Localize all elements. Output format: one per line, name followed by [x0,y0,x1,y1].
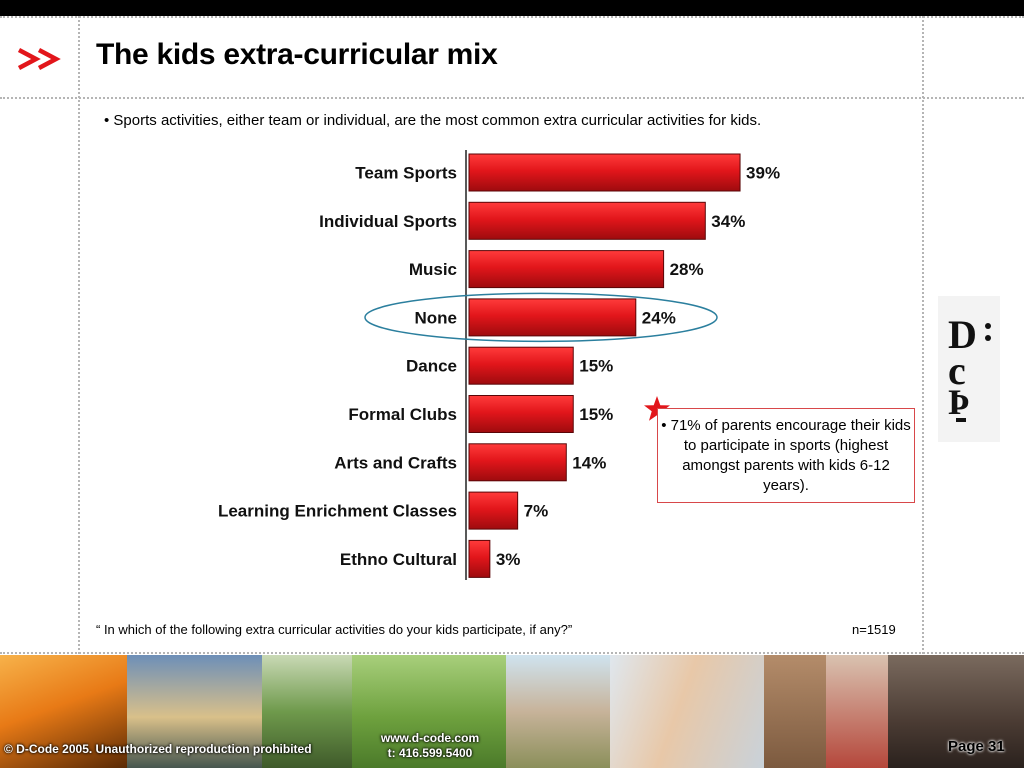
svg-text:c: c [948,348,966,393]
value-label-individual-sports: 34% [711,212,745,231]
value-label-formal-clubs: 15% [579,405,613,424]
category-label-none: None [415,308,458,327]
footer-phone: t: 416.599.5400 [387,746,473,760]
svg-text:Þ: Þ [948,382,970,422]
photo-park-path [262,655,352,768]
photo-family-house [506,655,610,768]
footer-copyright: © D-Code 2005. Unauthorized reproduction… [4,742,312,756]
right-rule [922,16,924,654]
header-top-rule [0,16,1024,18]
photo-sunset-parent-child [0,655,127,768]
category-label-dance: Dance [406,357,457,376]
sample-size: n=1519 [852,622,896,637]
top-bar [0,0,1024,16]
page-number: Page 31 [948,738,1005,755]
photo-strip [0,655,1024,768]
bar-team-sports [468,153,741,192]
bar-music [468,250,665,289]
footer-website[interactable]: www.d-code.com [380,731,480,745]
category-label-learning-enrichment-classes: Learning Enrichment Classes [218,502,457,521]
double-chevron-right-icon [17,48,61,70]
footer-top-rule [0,652,1024,654]
value-label-ethno-cultural: 3% [496,550,521,569]
category-label-music: Music [409,260,457,279]
bar-arts-and-crafts [468,443,567,482]
category-label-ethno-cultural: Ethno Cultural [340,550,457,569]
svg-text:D: D [948,312,977,357]
header-bottom-rule [0,97,1024,99]
category-label-arts-and-crafts: Arts and Crafts [334,453,457,472]
highlight-ellipse [364,292,718,343]
bar-ethno-cultural [468,539,491,578]
callout-text: • 71% of parents encourage their kids to… [661,417,911,494]
value-label-dance: 15% [579,357,613,376]
callout-box: • 71% of parents encourage their kids to… [657,408,915,503]
photo-grandparent-child [610,655,764,768]
bar-individual-sports [468,201,706,240]
photo-family-picnic [352,655,506,768]
photo-beach-family [127,655,262,768]
bar-formal-clubs [468,395,574,433]
photo-mother-daughter [764,655,826,768]
photo-grandparents [826,655,888,768]
survey-question: “ In which of the following extra curric… [96,622,573,637]
category-label-formal-clubs: Formal Clubs [348,405,457,424]
d-code-logo: D c Þ [938,296,1000,442]
value-label-team-sports: 39% [746,164,780,183]
footer-contact: www.d-code.com t: 416.599.5400 [368,731,492,761]
page-title: The kids extra-curricular mix [96,38,498,71]
value-label-arts-and-crafts: 14% [572,453,606,472]
bar-dance [468,346,574,385]
value-label-learning-enrichment-classes: 7% [524,502,549,521]
value-label-none: 24% [642,308,676,327]
intro-bullet: • Sports activities, either team or indi… [104,112,762,129]
left-rule [78,16,80,654]
bar-learning-enrichment-classes [468,491,519,530]
category-label-team-sports: Team Sports [355,164,457,183]
value-label-music: 28% [670,260,704,279]
photo-crowd [888,655,1024,768]
category-label-individual-sports: Individual Sports [319,212,457,231]
bar-none [468,298,637,337]
